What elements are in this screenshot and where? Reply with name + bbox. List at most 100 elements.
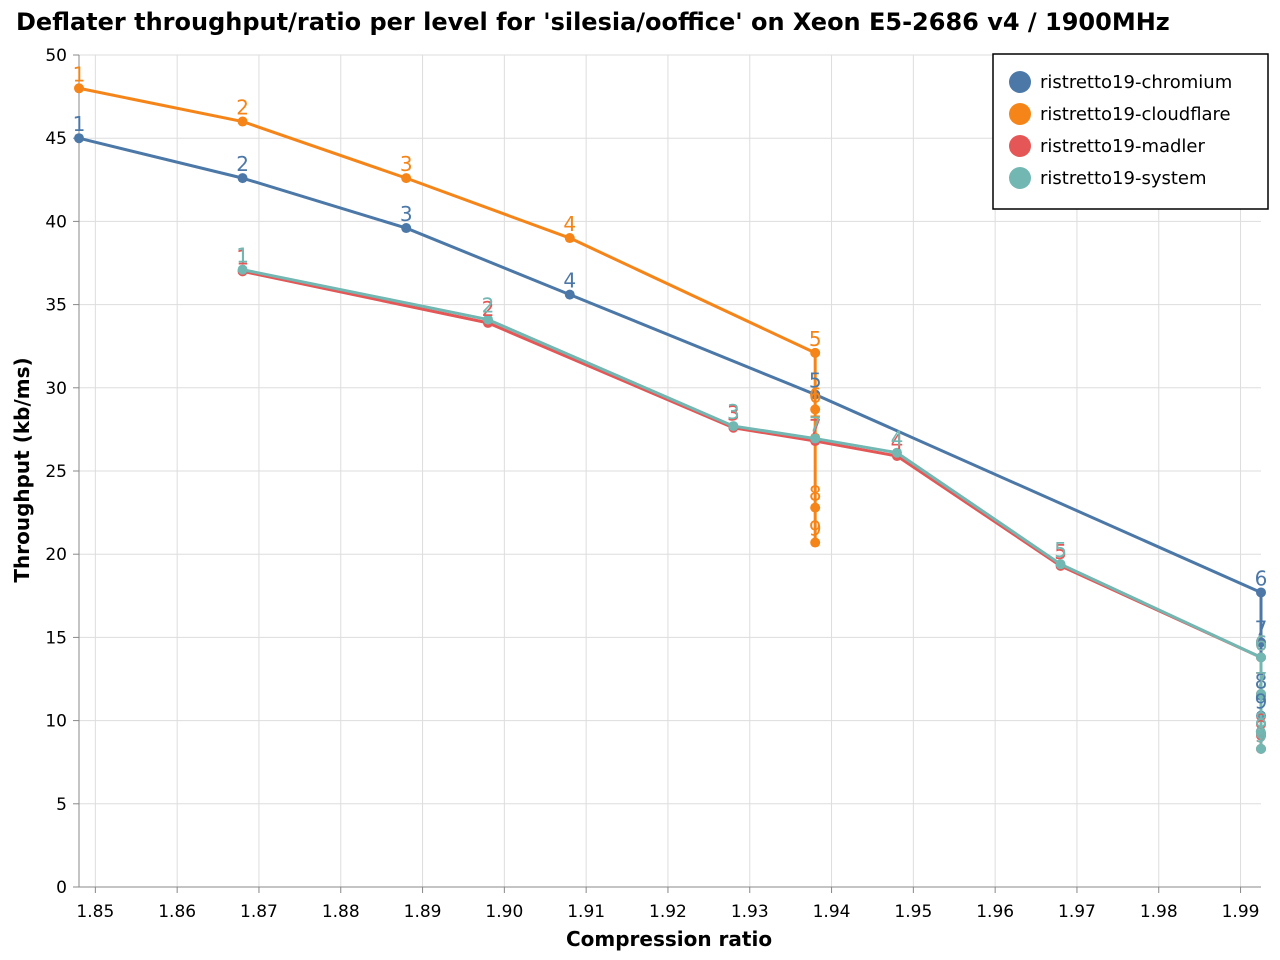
legend-swatch	[1009, 167, 1031, 189]
data-point	[810, 433, 821, 444]
point-label: 5	[809, 327, 822, 351]
point-label: 5	[809, 368, 822, 392]
data-point	[728, 421, 739, 432]
x-tick-label: 1.97	[1058, 902, 1096, 922]
point-label: 1	[236, 244, 249, 268]
data-point	[564, 289, 575, 300]
x-tick-label: 1.92	[649, 902, 687, 922]
point-label: 6	[1255, 631, 1268, 655]
data-point	[564, 233, 575, 244]
series-ristretto19-system	[237, 264, 1266, 754]
legend-entry: ristretto19-chromium	[1009, 71, 1232, 93]
data-point	[1256, 688, 1266, 699]
data-point	[810, 502, 821, 513]
point-label: 1	[73, 62, 86, 86]
legend-label: ristretto19-cloudflare	[1040, 104, 1231, 125]
legend-swatch	[1009, 135, 1031, 157]
x-tick-label: 1.87	[240, 902, 278, 922]
point-label: 3	[727, 402, 740, 426]
data-point	[1055, 559, 1066, 570]
data-point	[1256, 587, 1266, 598]
series-ristretto19-madler	[237, 266, 1266, 754]
legend-entry: ristretto19-madler	[1009, 135, 1206, 157]
point-label: 5	[1054, 540, 1067, 564]
data-point	[1256, 637, 1266, 648]
x-tick-label: 1.90	[485, 902, 523, 922]
legend-box	[992, 53, 1269, 210]
y-tick-label: 5	[56, 795, 67, 815]
data-point	[810, 537, 821, 548]
point-label: 7	[1255, 668, 1268, 692]
point-label: 9	[809, 517, 822, 541]
chart-title: Deflater throughput/ratio per level for …	[16, 8, 1170, 36]
y-tick-label: 20	[45, 545, 67, 565]
point-label: 4	[563, 269, 576, 293]
point-label: 3	[400, 152, 413, 176]
legend-entry: ristretto19-system	[1009, 167, 1207, 189]
legend-entry: ristretto19-cloudflare	[1009, 103, 1231, 125]
x-tick-label: 1.95	[894, 902, 932, 922]
point-label: 8	[1255, 708, 1268, 732]
legend-label: ristretto19-madler	[1040, 136, 1206, 157]
data-point	[237, 116, 248, 127]
data-point	[74, 133, 84, 144]
y-tick-label: 40	[45, 212, 67, 232]
point-label: 7	[1255, 616, 1268, 640]
point-label: 6	[1255, 631, 1268, 655]
y-tick-label: 10	[45, 712, 67, 732]
point-label: 6	[809, 383, 822, 407]
point-label: 8	[1255, 710, 1268, 734]
x-tick-label: 1.91	[567, 902, 605, 922]
x-tick-label: 1.85	[76, 902, 114, 922]
legend-swatch	[1009, 103, 1031, 125]
data-point	[891, 447, 902, 458]
x-tick-label: 1.93	[731, 902, 769, 922]
point-label: 7	[809, 413, 822, 437]
x-tick-label: 1.89	[404, 902, 442, 922]
legend-label: ristretto19-system	[1040, 168, 1207, 189]
point-label: 1	[73, 112, 86, 136]
legend-entries: ristretto19-chromium ristretto19-cloudfla…	[1009, 71, 1232, 189]
point-label: 9	[1255, 690, 1268, 714]
point-label: 8	[809, 482, 822, 506]
y-tick-label: 25	[45, 462, 67, 482]
data-point	[237, 264, 248, 275]
point-label: 7	[809, 415, 822, 439]
point-label: 3	[400, 202, 413, 226]
point-label: 2	[482, 297, 495, 321]
point-label: 6	[1255, 566, 1268, 590]
series-line	[242, 268, 1263, 749]
data-point	[1256, 728, 1266, 739]
data-point	[74, 83, 84, 94]
y-tick-label: 50	[45, 46, 67, 66]
x-tick-label: 1.99	[1222, 902, 1260, 922]
y-tick-label: 30	[45, 379, 67, 399]
point-label: 2	[236, 96, 249, 120]
point-label: 4	[891, 427, 904, 451]
y-tick-label: 45	[45, 129, 67, 149]
point-label: 7	[809, 412, 822, 436]
point-label: 7	[1255, 668, 1268, 692]
y-tick-label: 0	[56, 878, 67, 898]
x-tick-label: 1.86	[158, 902, 196, 922]
point-label: 2	[236, 152, 249, 176]
data-point	[810, 347, 821, 358]
point-label: 2	[482, 294, 495, 318]
point-label: 5	[1054, 538, 1067, 562]
point-label: 3	[727, 400, 740, 424]
legend-label: ristretto19-chromium	[1040, 72, 1232, 93]
point-label: 4	[891, 430, 904, 454]
point-label: 9	[1255, 723, 1268, 747]
x-axis-title: Compression ratio	[566, 927, 772, 951]
data-point	[1256, 743, 1266, 754]
x-tick-label: 1.94	[813, 902, 851, 922]
data-point	[810, 404, 821, 415]
point-label: 8	[1255, 670, 1268, 694]
point-label: 9	[1255, 723, 1268, 747]
series-line	[242, 269, 1263, 749]
data-point	[237, 173, 248, 184]
y-tick-label: 15	[45, 628, 67, 648]
x-tick-label: 1.96	[976, 902, 1014, 922]
